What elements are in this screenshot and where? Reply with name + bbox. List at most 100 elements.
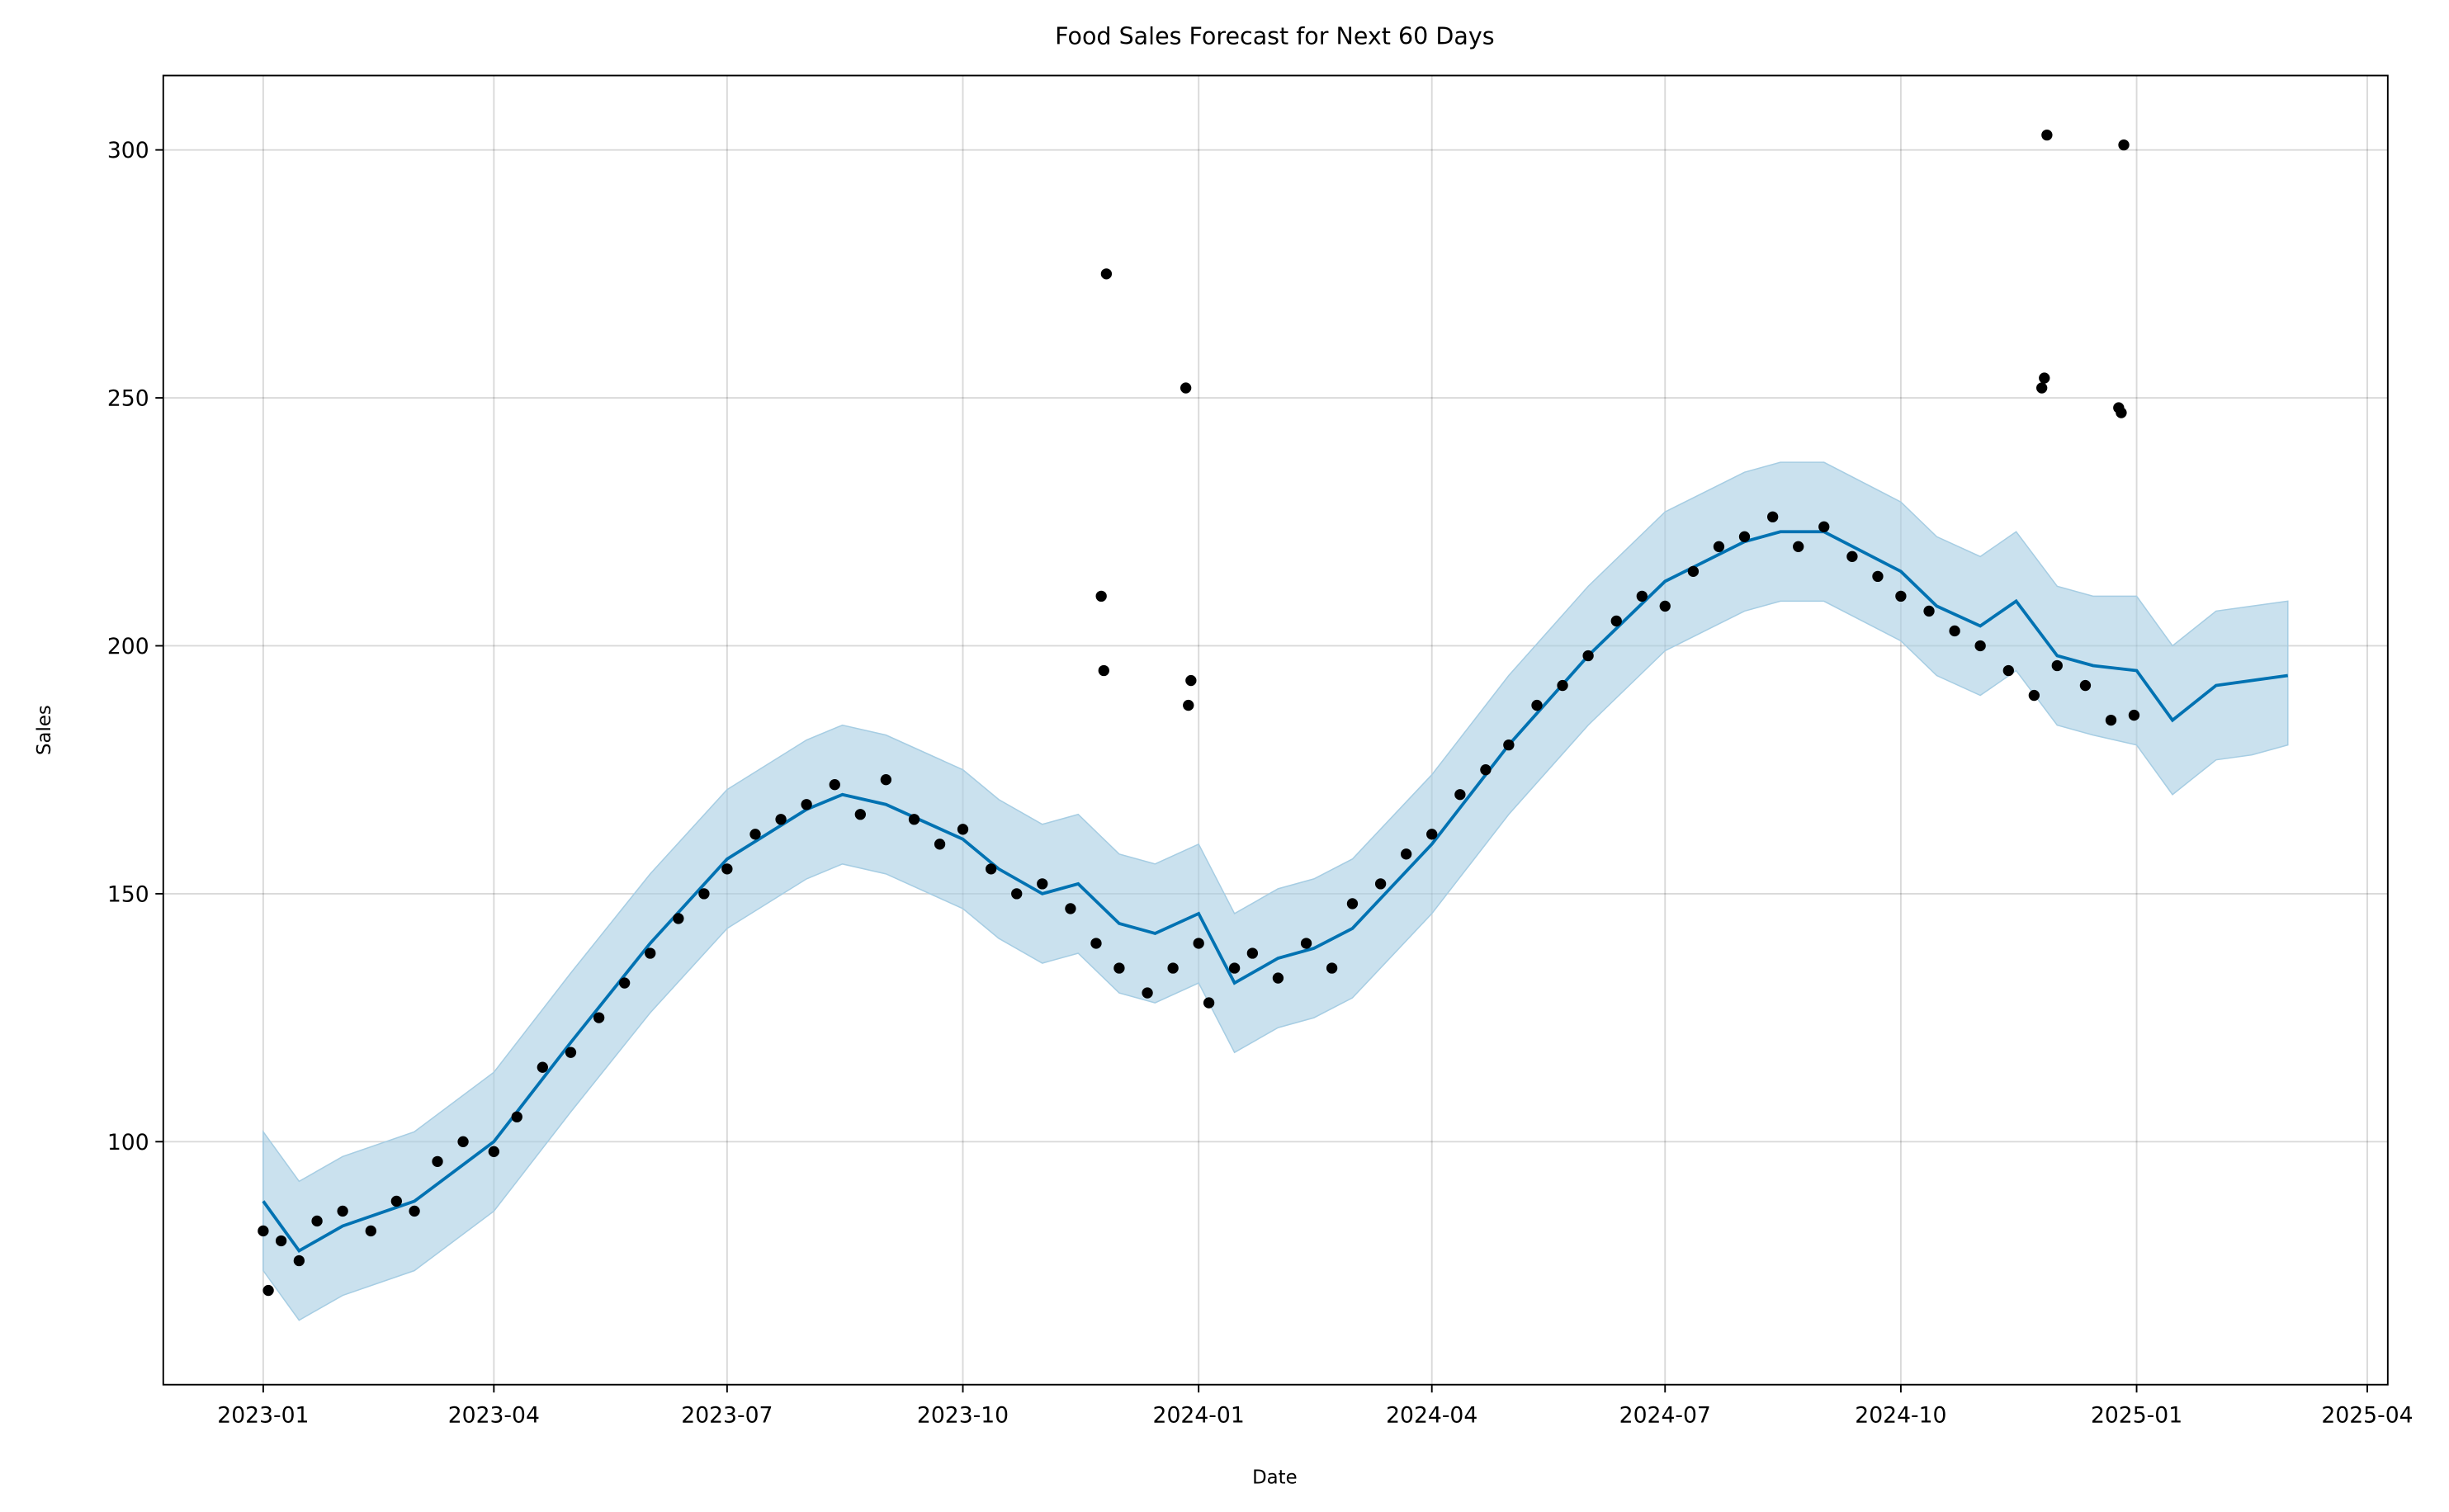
observation [801, 799, 812, 810]
observation [1113, 962, 1125, 974]
observation [986, 863, 997, 875]
observation [262, 1284, 274, 1297]
uncertainty-band [262, 461, 2289, 1321]
observation [2041, 129, 2053, 141]
x-tick-label: 2023-10 [917, 1402, 1009, 1428]
chart-title: Food Sales Forecast for Next 60 Days [1055, 22, 1494, 50]
x-tick-label: 2024-04 [1386, 1402, 1477, 1428]
observation [337, 1205, 348, 1217]
observation [1923, 605, 1935, 617]
observation [854, 809, 866, 820]
observation [1098, 664, 1109, 677]
y-tick-label: 100 [107, 1130, 149, 1155]
observation [775, 814, 787, 825]
observation [1895, 590, 1907, 602]
observation [1949, 625, 1960, 637]
observation [1610, 615, 1622, 627]
observation [293, 1254, 305, 1267]
x-tick-label: 2025-04 [2321, 1402, 2413, 1428]
observation [1426, 829, 1438, 840]
observation [1557, 679, 1568, 692]
observation [1767, 511, 1779, 522]
observation [1346, 898, 1359, 910]
observation [1037, 878, 1048, 890]
observation [593, 1012, 605, 1023]
observation [1374, 878, 1387, 890]
forecast-line [262, 530, 2288, 1253]
observation [1503, 739, 1515, 751]
observation [1738, 531, 1751, 542]
observation [1183, 699, 1194, 711]
observation [1011, 888, 1023, 900]
x-tick-label: 2023-07 [681, 1402, 773, 1428]
observation [365, 1225, 376, 1237]
observation [1095, 590, 1107, 602]
observation [432, 1155, 443, 1168]
observation [1401, 848, 1412, 860]
y-tick-label: 200 [107, 634, 149, 659]
observation [1090, 938, 1102, 949]
observation [1818, 521, 1830, 532]
observation [1203, 997, 1215, 1009]
observation [2039, 372, 2050, 384]
observation [511, 1111, 522, 1122]
observation [409, 1205, 420, 1217]
y-tick-label: 300 [107, 138, 149, 163]
observation [2028, 689, 2040, 702]
observation [721, 863, 733, 875]
observation [1974, 640, 1986, 652]
plot-frame [162, 74, 2389, 1386]
observation [1872, 570, 1884, 583]
observation [1480, 764, 1492, 776]
observation [619, 977, 631, 989]
observation [2051, 659, 2063, 672]
observation [1582, 650, 1594, 662]
observation [1228, 962, 1241, 974]
observation [1713, 541, 1725, 552]
x-tick-label: 2024-10 [1855, 1402, 1946, 1428]
observation [311, 1215, 323, 1227]
x-tick-label: 2024-07 [1619, 1402, 1711, 1428]
observation [275, 1235, 287, 1247]
observation [1300, 938, 1312, 949]
observation [565, 1047, 577, 1058]
observation [1793, 541, 1804, 552]
observation [1065, 903, 1076, 914]
observation [390, 1195, 402, 1207]
observation [1180, 382, 1192, 394]
observation [488, 1146, 499, 1157]
observation [1326, 962, 1338, 974]
observation [1636, 590, 1648, 602]
x-tick-label: 2025-01 [2091, 1402, 2182, 1428]
observation [749, 829, 761, 840]
observation [1531, 699, 1543, 711]
observation [957, 824, 969, 835]
observation [934, 839, 946, 850]
observation [2118, 139, 2130, 151]
observation [698, 888, 710, 900]
y-axis-label: Sales [34, 705, 55, 755]
x-tick-label: 2024-01 [1153, 1402, 1245, 1428]
observation [1659, 600, 1671, 612]
y-tick-label: 150 [107, 881, 149, 907]
observation [1246, 947, 1259, 959]
observation [1100, 268, 1113, 280]
observation [645, 947, 656, 959]
observation [2036, 382, 2048, 394]
observation [1454, 789, 1466, 801]
x-tick-label: 2023-04 [448, 1402, 540, 1428]
observation [258, 1225, 269, 1237]
observation [1142, 987, 1153, 999]
observation [1185, 674, 1197, 687]
observation [457, 1136, 469, 1147]
y-tick-label: 250 [107, 386, 149, 412]
observation [673, 913, 684, 924]
observation [829, 779, 840, 791]
observation [2079, 679, 2092, 692]
x-tick-label: 2023-01 [217, 1402, 309, 1428]
observation [908, 814, 920, 825]
observation [2116, 407, 2127, 418]
observation [2105, 714, 2117, 726]
